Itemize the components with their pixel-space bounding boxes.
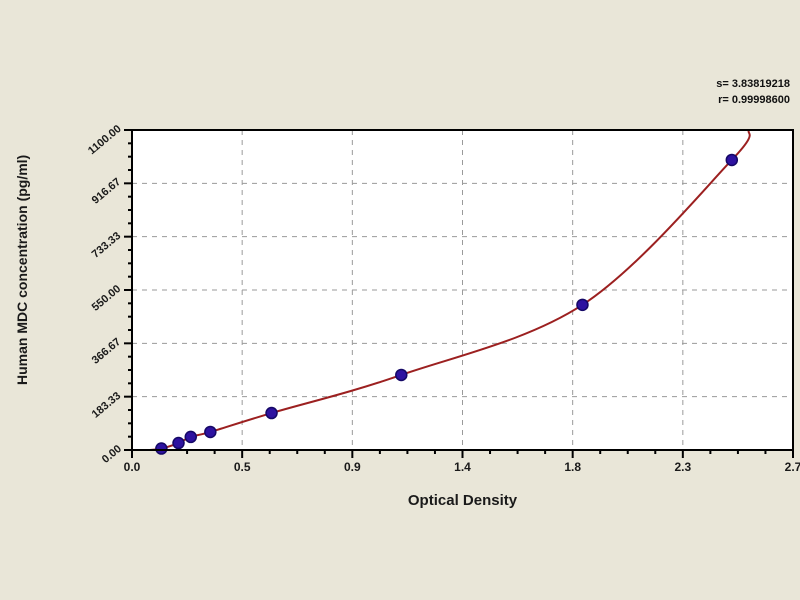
data-point-marker bbox=[265, 406, 278, 420]
x-tick-label: 0.9 bbox=[343, 460, 361, 474]
plot-frame bbox=[131, 129, 794, 451]
y-axis-title: Human MDC concentration (pg/ml) bbox=[14, 154, 30, 385]
data-point-marker bbox=[395, 368, 408, 382]
x-tick-label: 1.4 bbox=[454, 460, 471, 474]
fit-stat-r: r= 0.99998600 bbox=[718, 94, 790, 106]
data-point-marker bbox=[155, 442, 168, 455]
x-axis-title: Optical Density bbox=[407, 492, 518, 509]
x-tick-label: 0.5 bbox=[233, 460, 251, 474]
x-tick-label: 2.7 bbox=[784, 460, 800, 474]
data-point-marker bbox=[184, 430, 198, 444]
x-tick-label: 1.8 bbox=[564, 460, 581, 474]
x-tick-label: 0.0 bbox=[123, 460, 141, 474]
fit-statistics: s= 3.83819218 r= 0.99998600 bbox=[716, 76, 790, 108]
fit-stat-s: s= 3.83819218 bbox=[716, 78, 790, 90]
x-tick-label: 2.3 bbox=[674, 460, 692, 474]
data-point-marker bbox=[725, 153, 739, 167]
data-point-marker bbox=[172, 436, 185, 450]
data-point-marker bbox=[576, 298, 589, 312]
data-point-marker bbox=[204, 425, 217, 439]
